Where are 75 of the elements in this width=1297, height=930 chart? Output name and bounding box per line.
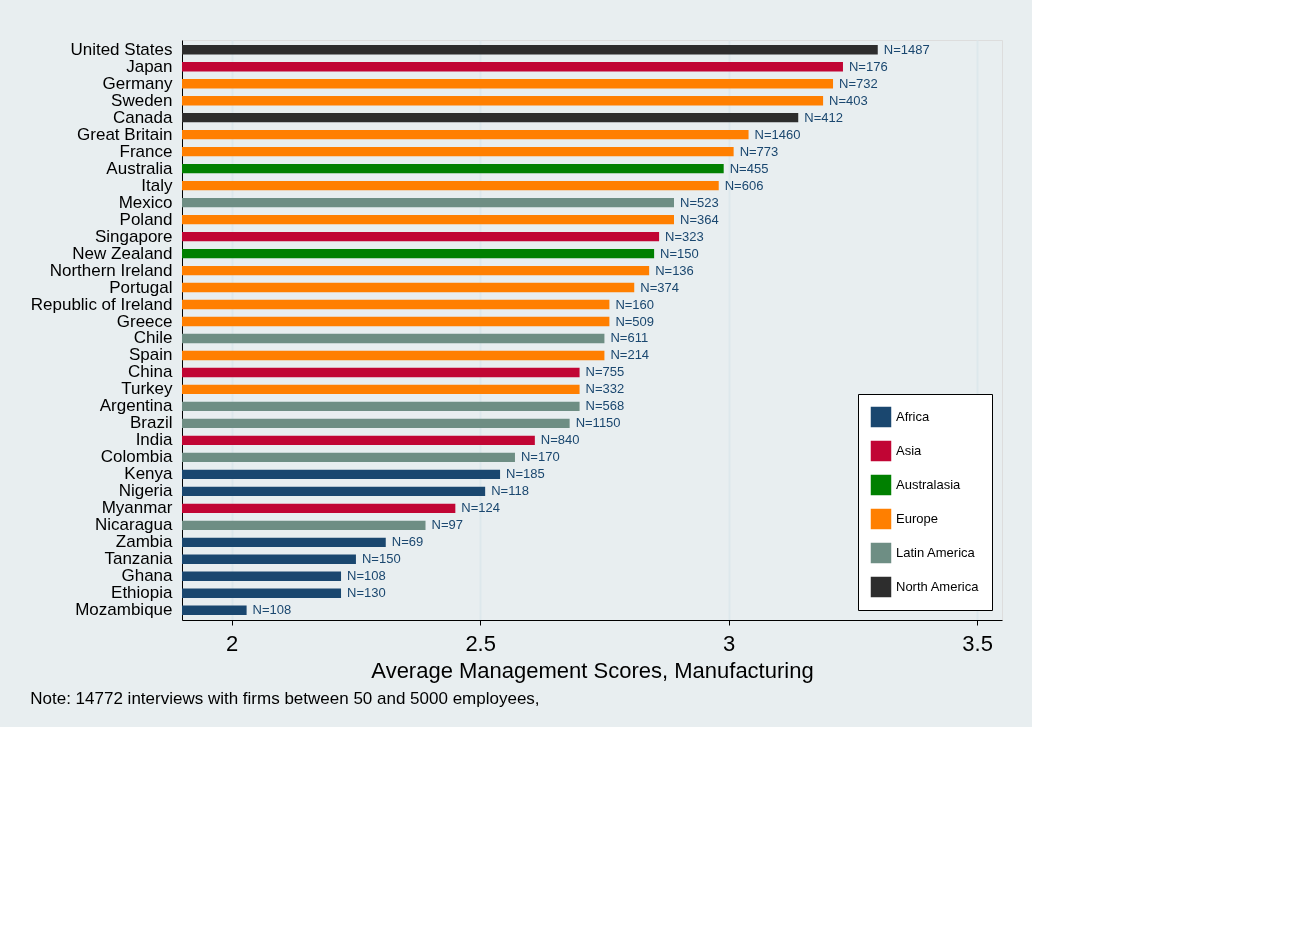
y-tick-label: Nicaragua <box>95 515 174 535</box>
annotation: N=108 <box>252 602 292 618</box>
y-tick-label: Ghana <box>121 566 174 586</box>
annotation: N=568 <box>585 398 625 414</box>
y-tick-label: Australia <box>106 158 174 178</box>
annotation: N=130 <box>347 585 386 601</box>
legend-label: Europe <box>896 511 938 526</box>
annotation: N=412 <box>804 109 843 125</box>
y-tick-label: France <box>119 141 173 161</box>
annotation: N=69 <box>391 534 424 550</box>
y-tick-label: Myanmar <box>101 498 173 518</box>
legend-label: North America <box>896 579 980 594</box>
annotation: N=150 <box>660 245 699 261</box>
annotation: N=170 <box>520 449 560 465</box>
annotation: N=374 <box>640 279 679 295</box>
annotation: N=1460 <box>754 126 801 142</box>
y-tick-label: China <box>128 362 174 382</box>
y-tick-label: Zambia <box>115 532 174 552</box>
annotation: N=1487 <box>883 41 930 57</box>
y-tick-label: Canada <box>112 107 174 127</box>
annotation: N=1150 <box>575 415 621 431</box>
annotation: N=523 <box>680 194 719 210</box>
annotation: N=509 <box>615 313 655 329</box>
x-tick-label: 3 <box>723 630 736 656</box>
annotation: N=455 <box>729 160 769 176</box>
y-tick-label: Chile <box>133 328 173 348</box>
y-tick-label: Mozambique <box>75 600 173 620</box>
y-tick-label: Singapore <box>94 226 173 246</box>
annotation: N=108 <box>347 568 386 584</box>
annotation: N=323 <box>665 228 704 244</box>
x-tick-label: 2 <box>226 630 239 656</box>
annotation: N=214 <box>610 347 650 363</box>
y-tick-label: Tanzania <box>104 549 174 569</box>
text: Note: 14772 interviews with firms between 50 and 5000 employees, <box>30 689 540 708</box>
annotation: N=840 <box>540 432 580 448</box>
legend-label: Australasia <box>896 477 962 492</box>
y-tick-label: Northern Ireland <box>49 260 173 280</box>
y-tick-label: Italy <box>141 175 173 195</box>
y-tick-label: Ethiopia <box>111 583 174 603</box>
y-tick-label: Portugal <box>109 277 173 297</box>
y-tick-label: Great Britain <box>77 124 173 144</box>
y-tick-label: Kenya <box>124 464 174 484</box>
annotation: N=732 <box>839 75 878 91</box>
annotation: N=176 <box>848 58 888 74</box>
y-tick-label: Poland <box>119 209 173 229</box>
annotation: N=124 <box>461 500 501 516</box>
annotation: N=160 <box>615 296 655 312</box>
annotation: N=606 <box>724 177 764 193</box>
legend-label: Latin America <box>896 545 976 560</box>
x-axis-title: Average Management Scores, Manufacturing <box>371 657 814 683</box>
annotation: N=773 <box>739 143 779 159</box>
y-tick-label: Turkey <box>121 379 173 399</box>
annotation: N=364 <box>680 211 719 227</box>
annotation: N=136 <box>655 262 694 278</box>
annotation: N=97 <box>431 517 463 533</box>
legend-label: Asia <box>896 443 923 458</box>
legend-label: Africa <box>896 409 930 424</box>
y-tick-label: Brazil <box>129 413 173 433</box>
y-tick-label: Japan <box>126 56 173 76</box>
y-tick-label: Argentina <box>99 396 174 416</box>
x-tick-label: 3.5 <box>962 630 993 656</box>
y-tick-label: Spain <box>129 345 173 365</box>
y-tick-label: Colombia <box>100 447 174 467</box>
annotation: N=185 <box>506 466 545 482</box>
annotation: N=611 <box>610 330 649 346</box>
x-tick-label: 2.5 <box>465 630 496 656</box>
annotation: N=403 <box>829 92 868 108</box>
annotation: N=150 <box>361 551 401 567</box>
annotation: N=755 <box>585 364 625 380</box>
y-tick-label: United States <box>70 39 173 59</box>
annotation: N=118 <box>491 483 529 499</box>
y-tick-label: Greece <box>116 311 173 331</box>
annotation: N=332 <box>585 381 625 397</box>
y-tick-label: India <box>135 430 174 450</box>
y-tick-label: Nigeria <box>118 481 174 501</box>
